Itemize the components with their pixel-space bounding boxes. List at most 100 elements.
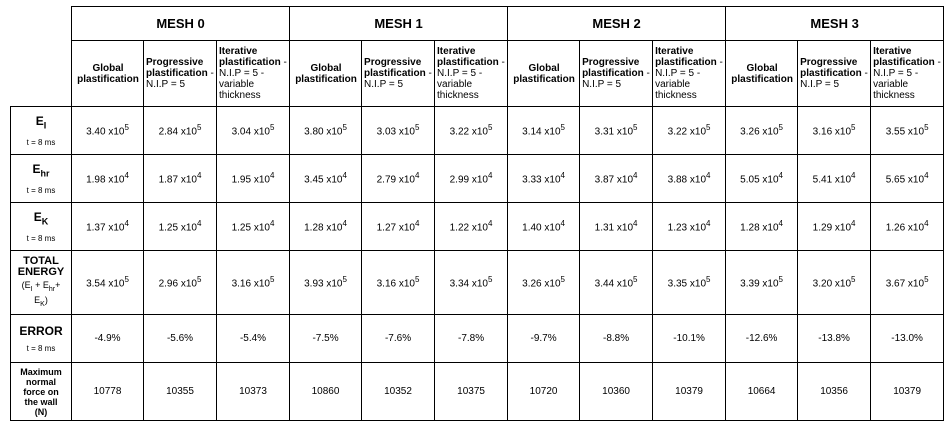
formula-plus2: +	[55, 279, 61, 290]
times-ten: x10	[832, 278, 852, 290]
force-cell: 10375	[434, 362, 509, 421]
times-ten: x10	[396, 278, 415, 290]
formula-sub-hr: hr	[48, 285, 56, 293]
mantissa: 3.04	[231, 126, 252, 138]
exponent: 4	[778, 219, 783, 229]
mantissa: 1.28	[740, 222, 760, 234]
exponent: 5	[633, 123, 638, 133]
exponent: 4	[924, 219, 929, 229]
times-ten: x10	[178, 278, 197, 290]
error-cell: -12.6%	[725, 314, 799, 363]
value-cell: 3.54 x105	[71, 250, 144, 315]
value-cell: 1.87 x104	[143, 154, 217, 203]
times-ten: x10	[905, 126, 925, 138]
formula-e: E	[34, 294, 41, 305]
method-name: Iterative plastification	[219, 46, 281, 68]
times-ten: x10	[905, 174, 925, 186]
value-cell: 2.99 x104	[434, 154, 509, 203]
error-value: -12.6%	[745, 333, 778, 344]
exponent: 5	[488, 123, 493, 133]
mantissa: 3.14	[522, 126, 542, 138]
error-value: -13.0%	[891, 333, 923, 344]
method-header: Global plastification	[507, 40, 581, 107]
value-cell: 2.84 x105	[143, 106, 217, 155]
method-params: - N.I.P = 5	[582, 68, 650, 90]
times-ten: x10	[251, 126, 270, 138]
mesh-header: MESH 2	[507, 6, 727, 41]
times-ten: x10	[323, 174, 343, 186]
max-force-row: Maximum normal force on the wall (N) 10778 103…	[10, 362, 944, 421]
mesh-title: MESH 0	[156, 16, 205, 31]
mantissa: 3.33	[522, 174, 542, 186]
exponent: 5	[124, 123, 129, 133]
row-header: Ehr t = 8 ms	[10, 154, 72, 203]
exponent: 5	[778, 123, 783, 133]
mantissa: 3.39	[740, 278, 760, 290]
force-value: 10356	[820, 386, 848, 397]
mantissa: 1.37	[86, 222, 106, 234]
energy-row: EK t = 8 ms 1.37 x104 1.25 x104 1.25 x104 1.2…	[10, 202, 944, 251]
method-header: Global plastification	[725, 40, 799, 107]
formula-sub-k: K	[40, 300, 45, 308]
mantissa: 2.99	[449, 174, 470, 186]
exponent: 4	[342, 219, 347, 229]
value-cell: 3.87 x104	[579, 154, 654, 203]
method-header: Progressive plastification - N.I.P = 5	[143, 40, 217, 107]
force-cell: 10720	[507, 362, 581, 421]
mantissa: 3.45	[304, 174, 324, 186]
exponent: 4	[196, 171, 202, 181]
exponent: 4	[124, 171, 129, 181]
times-ten: x10	[541, 126, 561, 138]
value-cell: 3.93 x105	[289, 250, 363, 315]
times-ten: x10	[832, 174, 852, 186]
exponent: 4	[560, 219, 565, 229]
exponent: 4	[196, 219, 202, 229]
total-line2: ENERGY	[17, 265, 65, 278]
times-ten: x10	[905, 278, 925, 290]
formula-open: (E	[21, 279, 31, 290]
mantissa: 3.16	[376, 278, 397, 290]
mantissa: 1.27	[376, 222, 397, 234]
mantissa: 5.05	[740, 174, 760, 186]
times-ten: x10	[541, 222, 561, 234]
value-cell: 3.26 x105	[507, 250, 581, 315]
row-header: EI t = 8 ms	[10, 106, 72, 155]
method-header: Progressive plastification - N.I.P = 5	[579, 40, 654, 107]
mantissa: 3.16	[812, 126, 833, 138]
error-cell: -5.4%	[215, 314, 291, 363]
times-ten: x10	[178, 222, 197, 234]
max-force-label: force on	[23, 386, 59, 397]
mantissa: 1.22	[449, 222, 470, 234]
value-cell: 3.16 x105	[215, 250, 291, 315]
force-value: 10379	[893, 386, 922, 397]
value-cell: 3.40 x105	[71, 106, 144, 155]
exponent: 4	[488, 171, 493, 181]
method-params: - N.I.P = 5	[364, 68, 432, 90]
method-header: Progressive plastification - N.I.P = 5	[361, 40, 436, 107]
formula-close: )	[44, 294, 48, 305]
mantissa: 1.95	[231, 174, 252, 186]
times-ten: x10	[178, 126, 197, 138]
exponent: 5	[851, 275, 856, 285]
times-ten: x10	[469, 126, 488, 138]
force-value: 10664	[747, 386, 776, 397]
force-value: 10352	[384, 386, 412, 397]
exponent: 5	[196, 275, 202, 285]
mantissa: 3.26	[740, 126, 760, 138]
method-name: Iterative plastification	[873, 46, 935, 68]
error-value: -7.6%	[384, 333, 412, 344]
max-force-label: the wall	[24, 396, 58, 407]
force-cell: 10379	[870, 362, 944, 421]
exponent: 5	[488, 275, 493, 285]
time-note: t = 8 ms	[26, 344, 56, 353]
method-name: Global plastification	[77, 62, 139, 85]
force-cell: 10355	[143, 362, 217, 421]
mesh-header-row: MESH 0 MESH 1 MESH 2 MESH 3	[10, 6, 944, 107]
mantissa: 2.79	[376, 174, 397, 186]
value-cell: 1.22 x104	[434, 202, 509, 251]
exponent: 4	[851, 171, 856, 181]
method-params: - N.I.P = 5 - variable thickness	[219, 57, 287, 101]
value-cell: 3.26 x105	[725, 106, 799, 155]
max-force-label: Maximum	[20, 366, 62, 377]
symbol-subscript: I	[43, 120, 47, 131]
